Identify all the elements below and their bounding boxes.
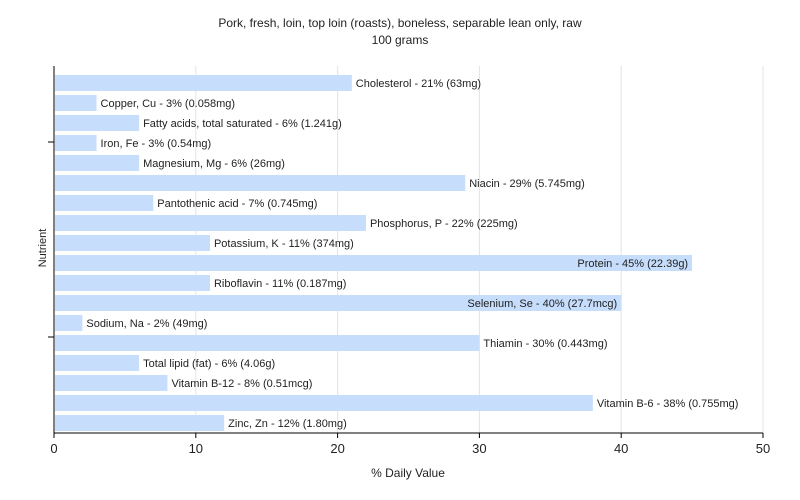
bar-label: Protein - 45% (22.39g) (577, 258, 688, 270)
bar-label: Vitamin B-12 - 8% (0.51mcg) (171, 378, 312, 390)
bar-label: Iron, Fe - 3% (0.54mg) (101, 138, 212, 150)
bars (55, 75, 693, 431)
bar-label: Copper, Cu - 3% (0.058mg) (101, 98, 236, 110)
bar-label: Zinc, Zn - 12% (1.80mg) (228, 418, 347, 430)
bar (55, 155, 140, 171)
x-axis-label: % Daily Value (371, 466, 445, 480)
bar (55, 195, 154, 211)
bar-label: Pantothenic acid - 7% (0.745mg) (157, 198, 317, 210)
bar-labels: Cholesterol - 21% (63mg) Copper, Cu - 3% … (86, 78, 738, 430)
bar (55, 415, 225, 431)
x-tick-label: 0 (50, 441, 57, 456)
x-tick-label: 50 (756, 441, 770, 456)
bar (55, 395, 593, 411)
y-axis-label: Nutrient (37, 228, 49, 268)
bar (55, 135, 97, 151)
bar-label: Fatty acids, total saturated - 6% (1.241… (143, 118, 342, 130)
bar (55, 295, 622, 311)
bar-label: Vitamin B-6 - 38% (0.755mg) (597, 398, 739, 410)
bar-label: Cholesterol - 21% (63mg) (356, 78, 481, 90)
bar-label: Total lipid (fat) - 6% (4.06g) (143, 358, 275, 370)
bar (55, 335, 480, 351)
bar (55, 275, 210, 291)
bar-label: Riboflavin - 11% (0.187mg) (214, 278, 346, 290)
bar (55, 75, 352, 91)
bar (55, 375, 168, 391)
axes: 0 10 20 30 40 50 (48, 66, 770, 456)
chart-subtitle: 100 grams (371, 33, 429, 47)
x-tick-label: 30 (472, 441, 486, 456)
x-tick-label: 10 (189, 441, 203, 456)
bar-label: Potassium, K - 11% (374mg) (214, 238, 354, 250)
chart-title: Pork, fresh, loin, top loin (roasts), bo… (218, 16, 582, 30)
bar (55, 175, 466, 191)
bar (55, 355, 140, 371)
bar (55, 115, 140, 131)
bar (55, 255, 693, 271)
x-tick-label: 20 (330, 441, 344, 456)
bar (55, 215, 366, 231)
bar (55, 95, 97, 111)
x-tick-label: 40 (614, 441, 628, 456)
bar-label: Sodium, Na - 2% (49mg) (86, 318, 207, 330)
bar-label: Phosphorus, P - 22% (225mg) (370, 218, 518, 230)
bar-label: Thiamin - 30% (0.443mg) (483, 338, 607, 350)
bar-label: Selenium, Se - 40% (27.7mcg) (467, 298, 617, 310)
bar (55, 235, 210, 251)
bar (55, 315, 83, 331)
bar-label: Magnesium, Mg - 6% (26mg) (143, 158, 285, 170)
bar-label: Niacin - 29% (5.745mg) (469, 178, 585, 190)
